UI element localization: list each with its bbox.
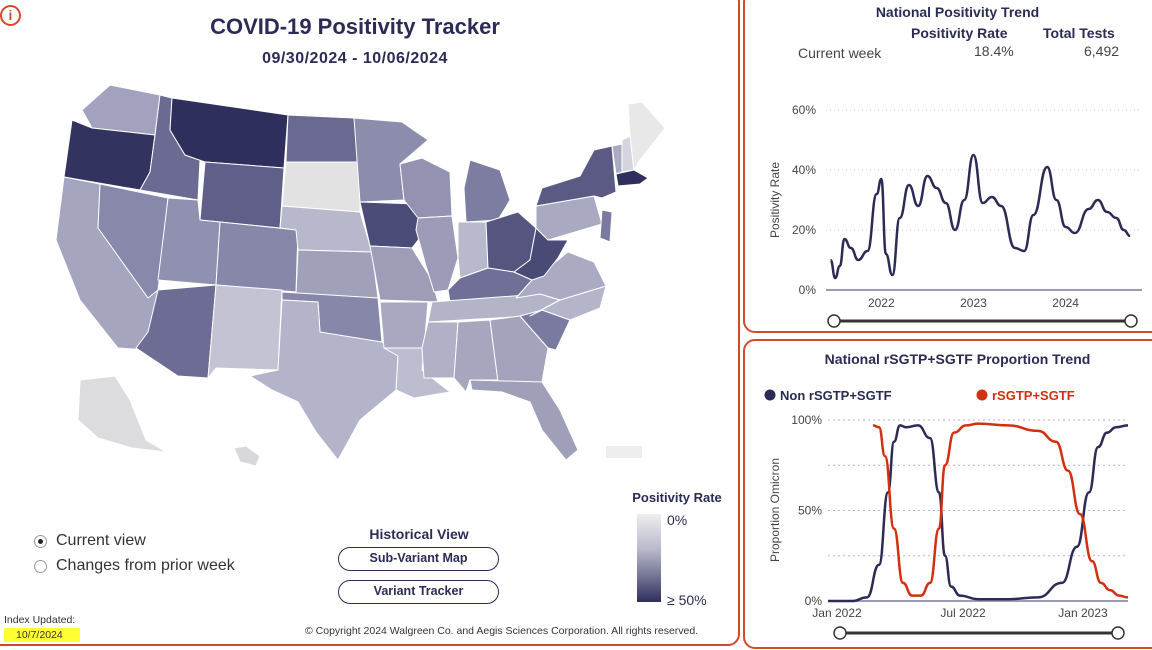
state-IL[interactable] (415, 215, 459, 293)
sgtf-series-line[interactable] (827, 424, 1129, 603)
copyright: © Copyright 2024 Walgreen Co. and Aegis … (305, 625, 699, 637)
radio-label: Current view (56, 532, 146, 549)
variant-tracker-button[interactable]: Variant Tracker (338, 580, 499, 604)
legend-title: Positivity Rate (632, 490, 722, 505)
positivity-trend-panel (743, 0, 1152, 333)
legend-series-label: rSGTP+SGTF (992, 388, 1075, 403)
sgtf-y-tick: 0% (805, 594, 823, 608)
page-title: COVID-19 Positivity Tracker (210, 14, 500, 39)
sgtf-trend-panel (743, 339, 1152, 649)
positivity-series-line[interactable] (829, 153, 1131, 280)
state-GA[interactable] (489, 315, 549, 383)
sgtf-legend: Non rSGTP+SGTF rSGTP+SGTF (764, 388, 1075, 403)
positivity-y-ticks: 0% 20% 40% 60% (792, 103, 816, 297)
historical-view-title: Historical View (369, 526, 469, 542)
info-icon[interactable]: i (0, 5, 21, 26)
total-tests-header: Total Tests (1043, 25, 1115, 41)
puerto-rico (606, 446, 642, 458)
index-updated-label: Index Updated: (4, 614, 76, 626)
state-ME[interactable] (627, 101, 666, 171)
positivity-trend-title: National Positivity Trend (875, 4, 1040, 20)
state-SD[interactable] (281, 161, 361, 213)
state-KS[interactable] (295, 249, 379, 299)
state-NY[interactable] (535, 145, 617, 207)
positivity-y-tick: 0% (799, 283, 817, 297)
positivity-y-tick: 60% (792, 103, 816, 117)
state-ND[interactable] (285, 114, 361, 163)
positivity-y-tick: 20% (792, 223, 816, 237)
sgtf-range-start-handle[interactable] (833, 626, 847, 640)
legend-series-label: Non rSGTP+SGTF (780, 388, 892, 403)
positivity-rate-header: Positivity Rate (911, 25, 1008, 41)
sub-variant-map-button[interactable]: Sub-Variant Map (338, 547, 499, 571)
radio-label: Changes from prior week (56, 557, 235, 574)
legend-swatch-icon (976, 389, 988, 401)
trend-range-start-handle[interactable] (827, 314, 841, 328)
sgtf-y-tick: 50% (798, 504, 822, 518)
legend-min: 0% (667, 512, 688, 528)
date-range: 09/30/2024 - 10/06/2024 (262, 50, 448, 67)
us-positivity-map[interactable] (20, 80, 700, 480)
state-MS[interactable] (421, 321, 459, 379)
positivity-x-tick: 2023 (960, 296, 987, 310)
positivity-y-axis-label: Positivity Rate (768, 162, 782, 238)
radio-checked-icon[interactable] (34, 534, 47, 548)
sgtf-y-axis-label: Proportion Omicron (768, 458, 782, 562)
state-WY[interactable] (199, 161, 285, 229)
sgtf-trend-chart[interactable]: Non rSGTP+SGTF rSGTP+SGTF 0% 50% 100% Jan 2… (760, 382, 1150, 644)
state-CO[interactable] (215, 221, 299, 293)
sgtf-x-ticks: Jan 2022 Jul 2022 Jan 2023 (812, 606, 1108, 620)
positivity-y-tick: 40% (792, 163, 816, 177)
state-WA[interactable] (81, 84, 161, 136)
state-NM[interactable] (207, 284, 283, 379)
state-TX[interactable] (249, 299, 399, 461)
total-tests-value: 6,492 (1084, 43, 1120, 59)
state-NV[interactable] (97, 183, 169, 299)
state-FL[interactable] (469, 379, 579, 461)
sgtf-x-tick: Jul 2022 (940, 606, 986, 620)
sgtf-range-end-handle[interactable] (1111, 626, 1125, 640)
state-AK[interactable] (77, 375, 167, 453)
sgtf-trend-title: National rSGTP+SGTF Proportion Trend (824, 351, 1091, 367)
legend-gradient (637, 514, 661, 602)
current-week-label: Current week (798, 45, 882, 61)
state-HI[interactable] (233, 445, 261, 467)
legend-max: ≥ 50% (667, 592, 707, 608)
radio-current-view[interactable]: Current view (34, 532, 146, 550)
sgtf-y-tick: 100% (791, 413, 822, 427)
radio-unchecked-icon[interactable] (34, 559, 47, 573)
legend-swatch-icon (764, 389, 776, 401)
positivity-x-ticks: 2022 2023 2024 (868, 296, 1079, 310)
state-NJ[interactable] (599, 209, 613, 243)
state-MI[interactable] (463, 159, 511, 223)
sgtf-series-line[interactable] (872, 422, 1129, 599)
positivity-x-tick: 2024 (1052, 296, 1079, 310)
state-MA[interactable] (615, 169, 649, 187)
trend-range-end-handle[interactable] (1124, 314, 1138, 328)
state-AR[interactable] (379, 301, 429, 349)
radio-changes-prior-week[interactable]: Changes from prior week (34, 557, 235, 575)
sgtf-series-lines[interactable] (827, 422, 1129, 603)
positivity-grid (826, 109, 1142, 291)
sgtf-x-tick: Jan 2022 (812, 606, 862, 620)
positivity-rate-value: 18.4% (974, 43, 1014, 59)
sgtf-y-ticks: 0% 50% 100% (791, 413, 822, 608)
index-updated-date: 10/7/2024 (4, 628, 80, 642)
sgtf-x-tick: Jan 2023 (1058, 606, 1108, 620)
positivity-trend-chart[interactable]: 0% 20% 40% 60% 2022 2023 2024 Positivity Rate (760, 95, 1150, 335)
positivity-x-tick: 2022 (868, 296, 895, 310)
